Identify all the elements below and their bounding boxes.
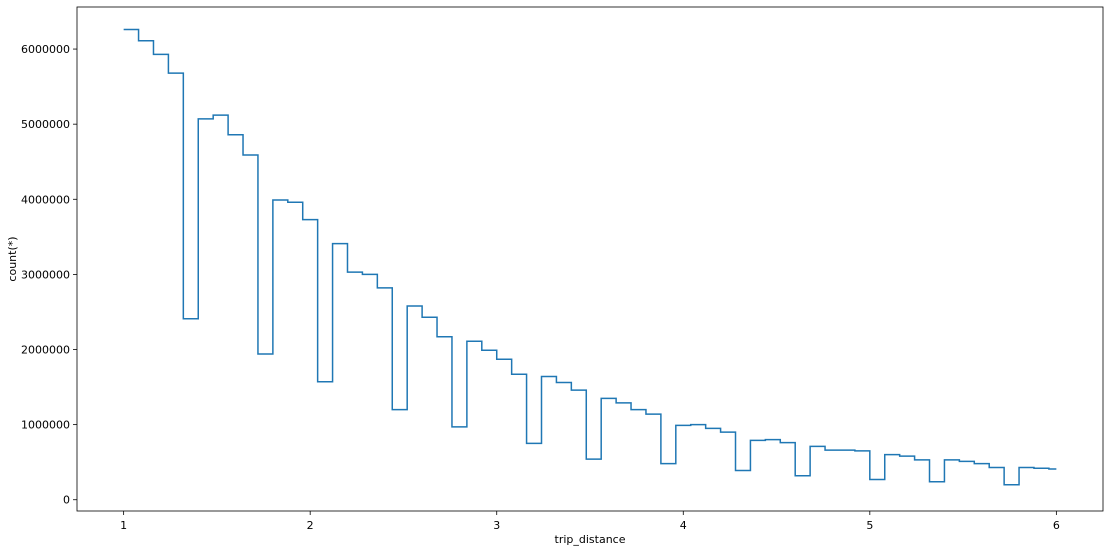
- y-tick-label: 2000000: [21, 344, 70, 357]
- y-axis-ticks: 0 1000000 2000000 3000000 4000000 5000000 6000…: [21, 43, 77, 507]
- x-tick-label: 6: [1053, 519, 1060, 532]
- y-tick-label: 1000000: [21, 419, 70, 432]
- x-axis-ticks: 1 2 3 4 5 6: [120, 511, 1060, 532]
- x-tick-label: 1: [120, 519, 127, 532]
- x-tick-label: 4: [680, 519, 687, 532]
- x-tick-label: 2: [307, 519, 314, 532]
- y-tick-label: 3000000: [21, 268, 70, 281]
- y-tick-label: 6000000: [21, 43, 70, 56]
- x-axis-label: trip_distance: [555, 533, 626, 546]
- y-tick-label: 0: [63, 494, 70, 507]
- x-tick-label: 5: [866, 519, 873, 532]
- y-tick-label: 5000000: [21, 118, 70, 131]
- y-axis-label: count(*): [6, 236, 19, 281]
- y-tick-label: 4000000: [21, 193, 70, 206]
- plot-area: [76, 6, 1104, 512]
- count-series-step-line: [123, 28, 1057, 486]
- x-tick-label: 3: [493, 519, 500, 532]
